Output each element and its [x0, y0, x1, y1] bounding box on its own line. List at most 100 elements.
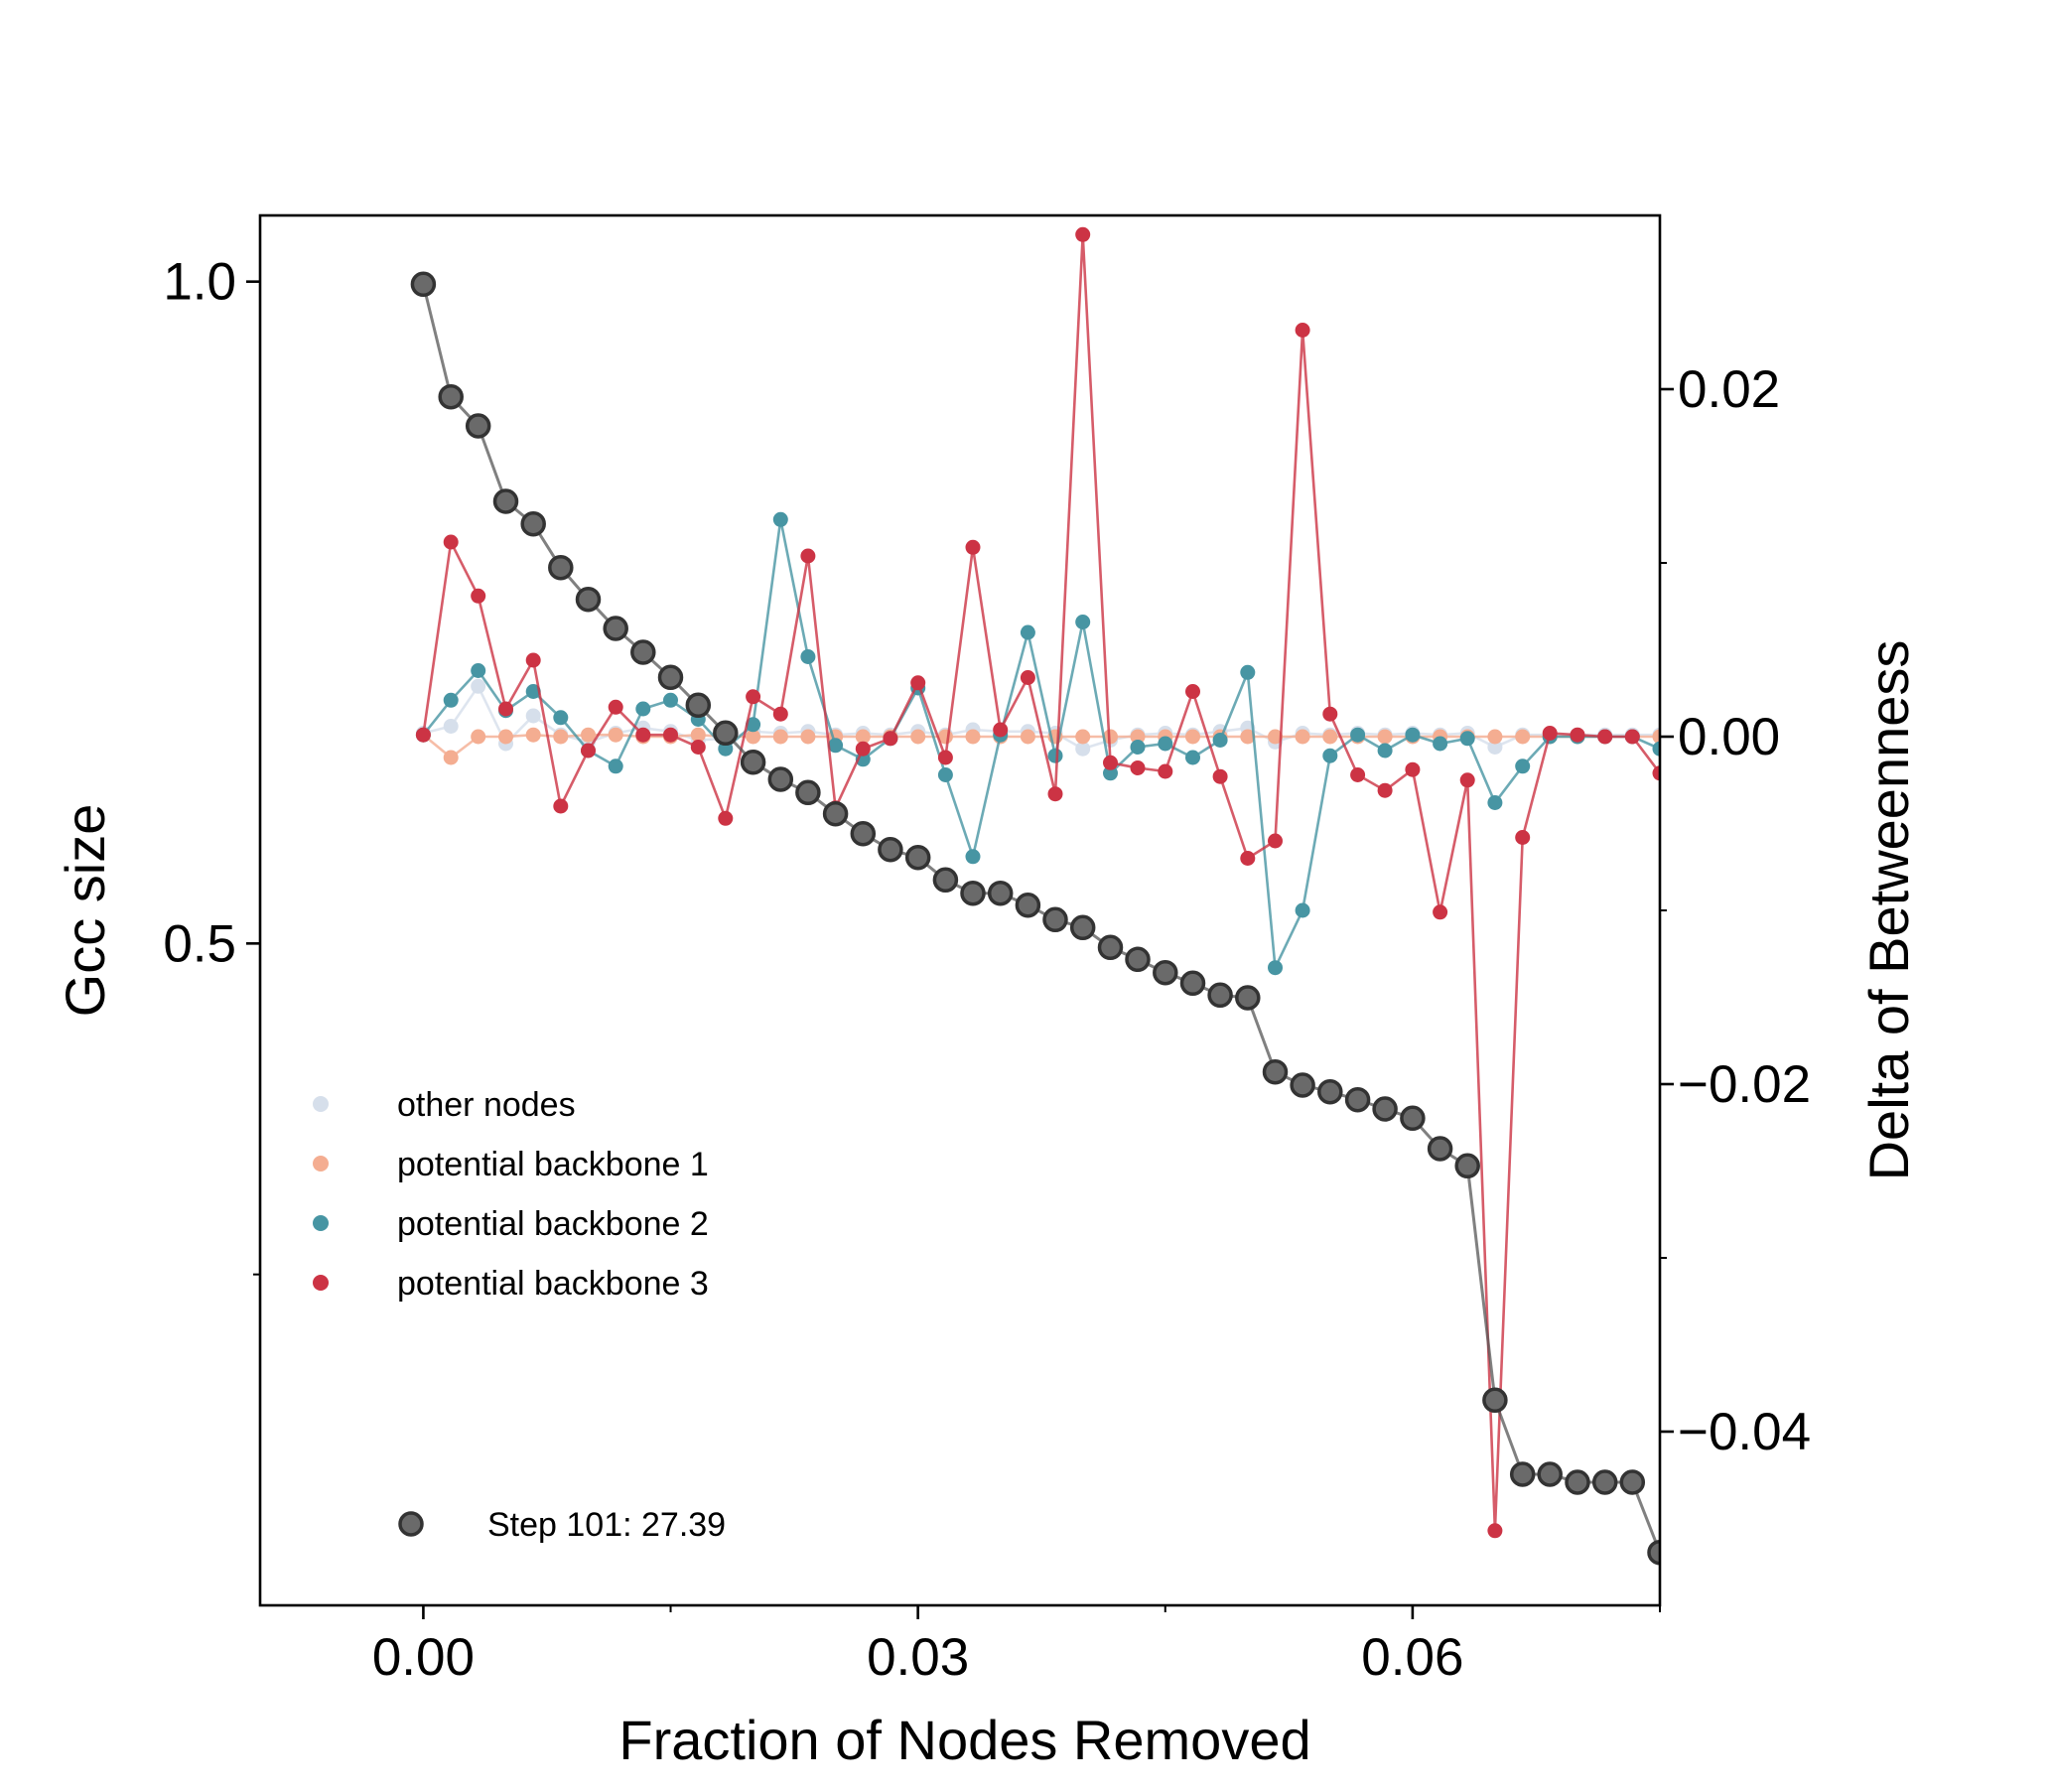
series-point	[525, 684, 541, 699]
series-point	[663, 727, 678, 743]
y-right-tick-label: −0.04	[1678, 1403, 1811, 1461]
series-point	[1295, 323, 1310, 338]
series-point	[1350, 767, 1366, 782]
gcc-point	[1317, 1078, 1343, 1105]
series-point	[1130, 740, 1146, 755]
series-point	[1158, 763, 1173, 779]
series-point	[525, 652, 541, 668]
series-point	[1020, 670, 1035, 685]
legend-label: other nodes	[397, 1086, 576, 1124]
legend-label: potential backbone 2	[397, 1205, 709, 1243]
series-point	[1515, 729, 1531, 745]
gcc-point	[410, 271, 437, 298]
series-point	[1295, 902, 1310, 918]
series-point	[883, 731, 898, 747]
series-point	[910, 675, 926, 691]
series-point	[1185, 750, 1200, 765]
legend-label: potential backbone 1	[397, 1146, 709, 1183]
series-point	[1405, 727, 1421, 743]
series-point	[415, 727, 431, 743]
legend-item: potential backbone 1	[313, 1146, 709, 1183]
gcc-point	[987, 880, 1014, 906]
gcc-point	[1647, 1539, 1660, 1566]
series-point	[663, 692, 678, 708]
y-left-tick-label: 0.5	[163, 914, 236, 973]
gcc-point	[630, 639, 656, 665]
gcc-point	[713, 720, 739, 747]
gcc-point	[548, 554, 574, 581]
series-point	[1459, 731, 1475, 747]
gcc-point	[1454, 1153, 1480, 1179]
x-tick-label: 0.06	[1361, 1628, 1463, 1687]
legend-item: potential backbone 3	[313, 1265, 709, 1303]
series-point	[993, 722, 1009, 738]
series-point	[471, 663, 486, 678]
x-axis-title: Fraction of Nodes Removed	[618, 1709, 1310, 1771]
series-point	[1459, 772, 1475, 788]
series-3	[415, 511, 1660, 976]
gcc-point	[1427, 1136, 1453, 1162]
series-point	[1624, 729, 1640, 745]
series-line	[422, 519, 1660, 973]
series-point	[1130, 729, 1146, 745]
series-point	[1433, 904, 1448, 920]
series-point	[1652, 729, 1660, 745]
series-point	[1268, 729, 1283, 745]
gcc-point	[1509, 1461, 1536, 1487]
gcc-point	[740, 749, 766, 775]
series-point	[1487, 1523, 1503, 1539]
series-point	[772, 706, 788, 722]
series-point	[1322, 748, 1338, 763]
series-point	[1433, 736, 1448, 752]
series-point	[1103, 755, 1118, 770]
series-point	[471, 729, 486, 745]
series-point	[635, 701, 651, 717]
series-point	[1515, 758, 1531, 774]
series-point	[1570, 727, 1585, 743]
series-point	[1652, 765, 1660, 781]
series-point	[1487, 740, 1503, 755]
y-right-tick-label: 0.02	[1678, 360, 1780, 419]
series-point	[608, 758, 623, 774]
series-point	[1268, 960, 1283, 976]
gcc-point	[1591, 1469, 1618, 1495]
y-left-tick-label: 1.0	[163, 253, 236, 312]
series-point	[855, 741, 871, 757]
series-point	[1047, 748, 1063, 763]
series-point	[1212, 733, 1228, 748]
series-point	[1185, 729, 1200, 745]
series-point	[1515, 830, 1531, 845]
legend-step-marker	[398, 1511, 424, 1537]
gcc-point	[1372, 1096, 1398, 1122]
series-point	[855, 729, 871, 745]
series-point	[608, 727, 623, 743]
gcc-line	[421, 283, 1660, 1554]
gcc-point	[1207, 982, 1233, 1009]
series-point	[1020, 624, 1035, 640]
series-point	[1075, 741, 1091, 757]
series-point	[1158, 736, 1173, 752]
series-point	[937, 750, 953, 765]
gcc-point	[822, 800, 849, 827]
legend-label: potential backbone 3	[397, 1265, 709, 1303]
series-point	[608, 699, 623, 715]
legend-marker	[313, 1156, 329, 1172]
series-point	[1240, 729, 1256, 745]
series-point	[1350, 727, 1366, 743]
series-point	[471, 588, 486, 604]
gcc-point	[685, 692, 712, 719]
gcc-series	[410, 271, 1660, 1566]
series-point	[1652, 741, 1660, 757]
gcc-point	[1262, 1058, 1289, 1085]
gcc-point	[904, 844, 931, 871]
series-point	[525, 708, 541, 724]
series-point	[1295, 729, 1310, 745]
axes-layer: 0.00 0.03 0.06 0.5 1.0 −0.04 −0.02 0.00 0.02 Frac…	[54, 213, 1920, 1771]
gcc-point	[1290, 1072, 1315, 1098]
series-point	[690, 727, 706, 743]
series-point	[965, 849, 981, 865]
gcc-point	[1235, 985, 1261, 1011]
gcc-point	[1400, 1105, 1426, 1132]
series-point	[828, 738, 844, 754]
series-line	[422, 234, 1660, 1531]
